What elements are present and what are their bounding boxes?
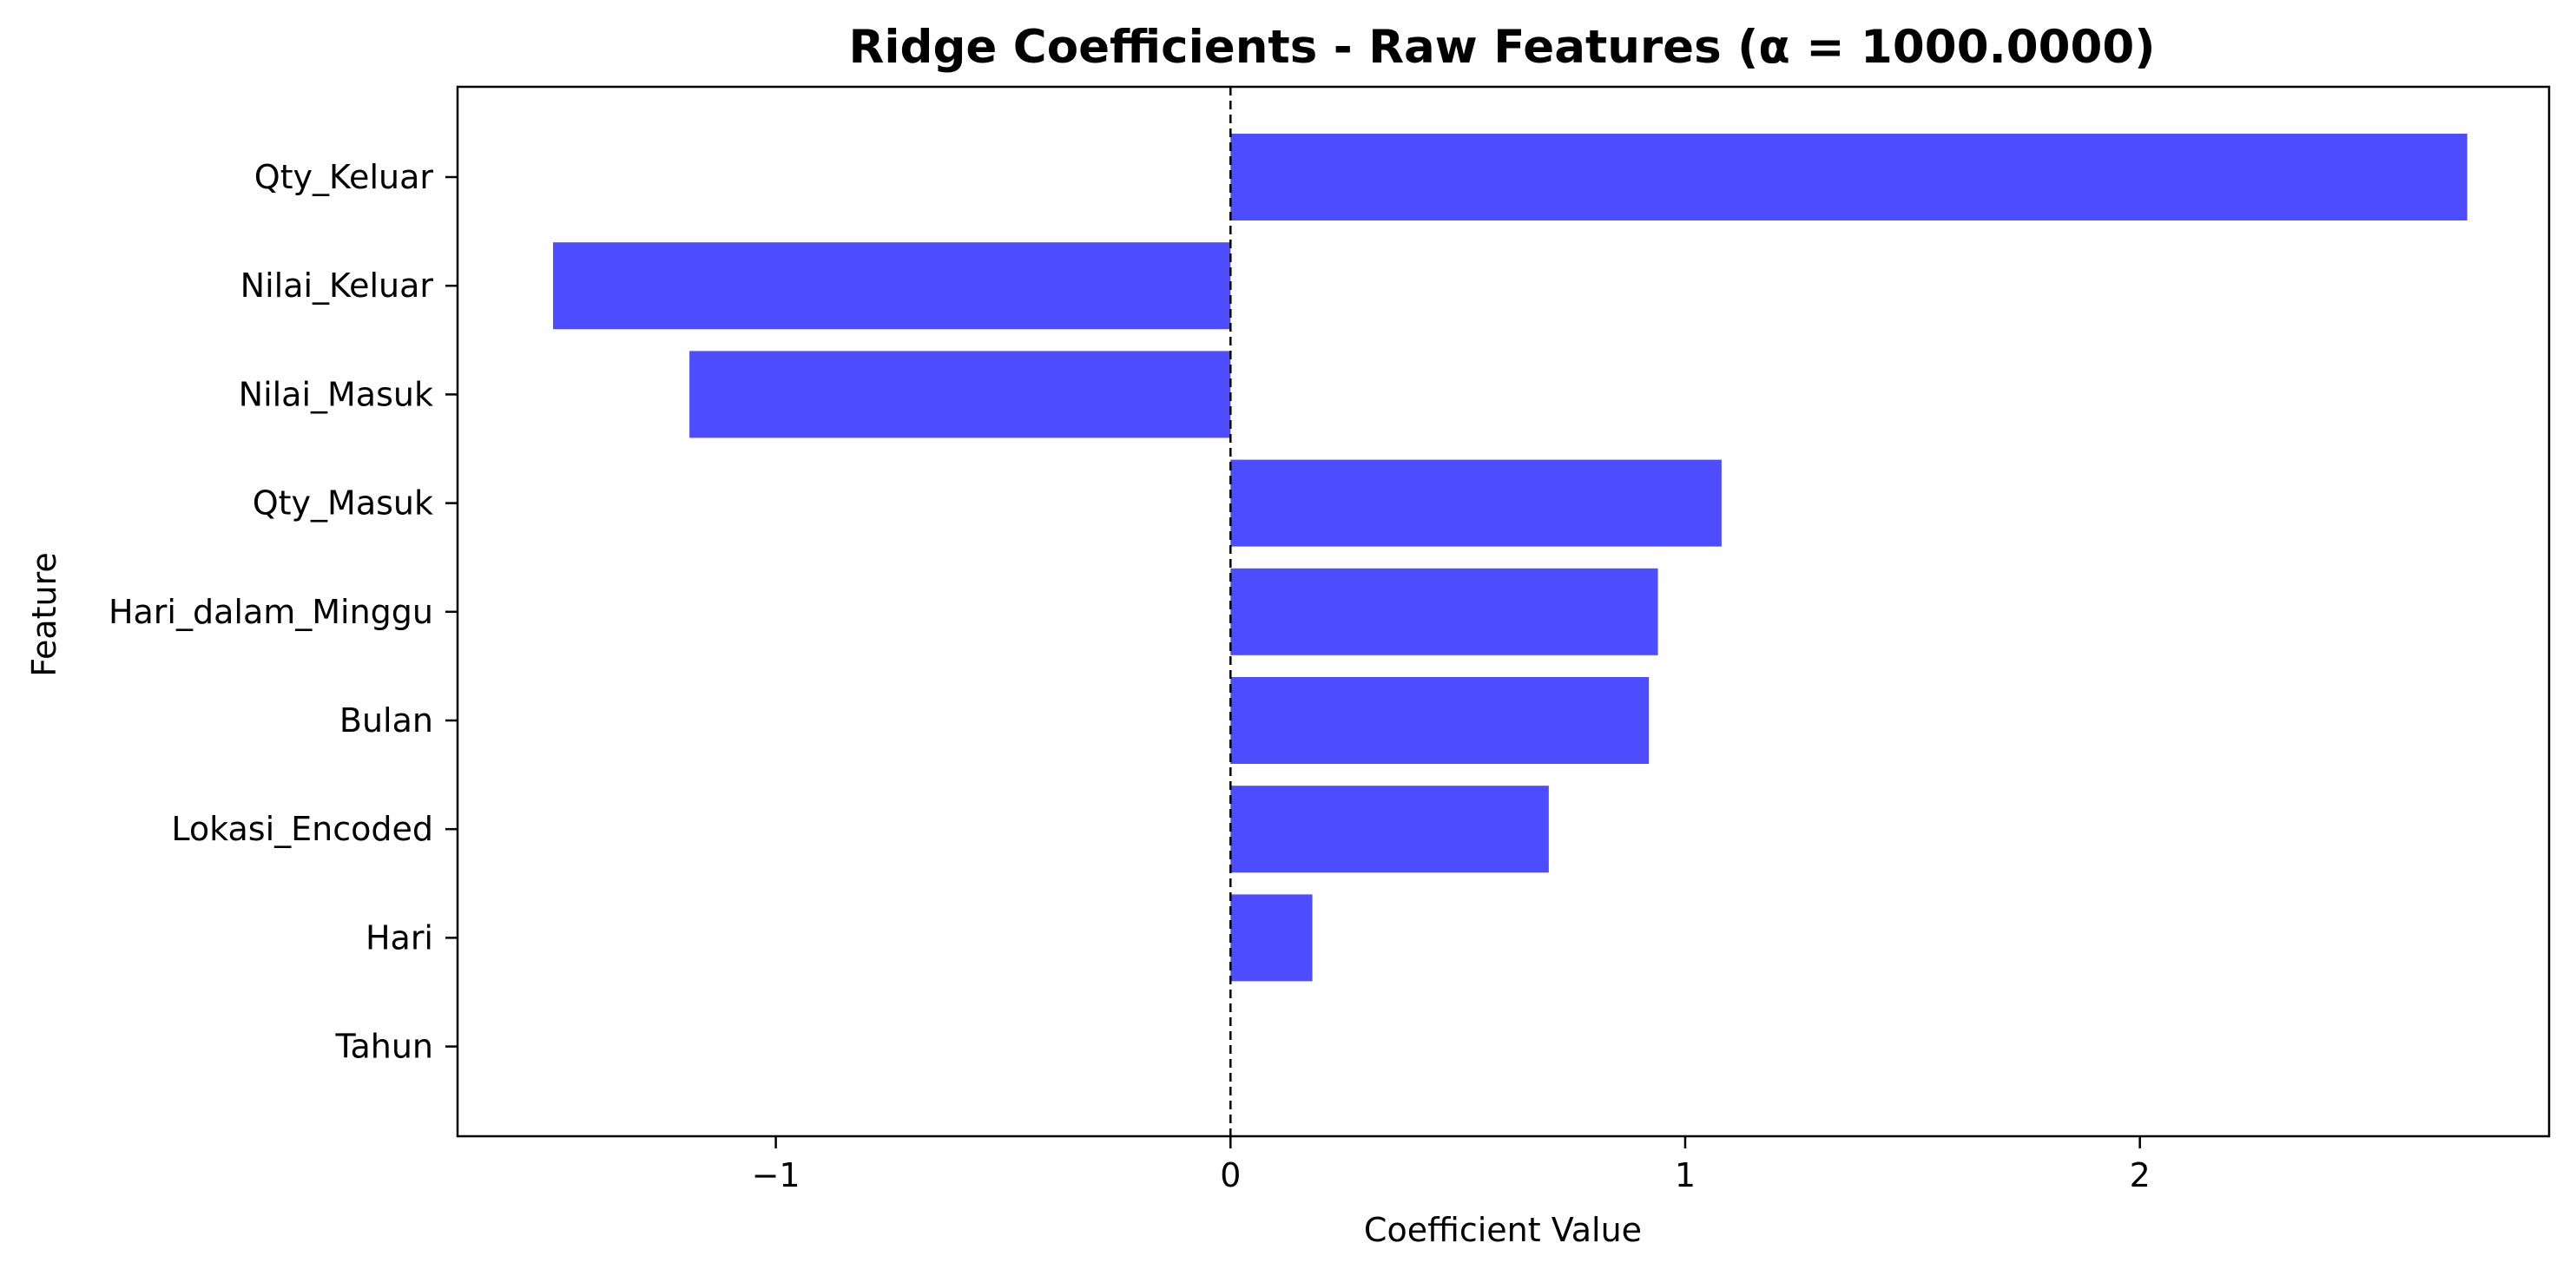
plot-area: Qty_Keluar Nilai_Keluar Nilai_Masuk Qty_Mas… bbox=[109, 85, 2551, 1194]
x-tick-label: 2 bbox=[2130, 1156, 2151, 1194]
y-tick-label: Qty_Masuk bbox=[253, 484, 433, 523]
bar bbox=[1230, 134, 2467, 220]
y-tick-label: Nilai_Masuk bbox=[239, 375, 433, 413]
y-tick-label: Tahun bbox=[335, 1028, 433, 1066]
x-tick-label: 0 bbox=[1220, 1156, 1241, 1194]
bar bbox=[1230, 786, 1549, 873]
y-tick-label: Bulan bbox=[339, 701, 433, 740]
bar bbox=[552, 242, 1231, 330]
bar bbox=[689, 351, 1231, 438]
bar bbox=[1230, 568, 1658, 655]
bar bbox=[1230, 459, 1722, 547]
y-tick-label: Hari_dalam_Minggu bbox=[109, 593, 433, 631]
y-tick-label: Nilai_Keluar bbox=[240, 266, 434, 305]
y-tick-label: Lokasi_Encoded bbox=[171, 810, 433, 848]
x-tick-label: 1 bbox=[1675, 1156, 1696, 1194]
x-axis-label: Coefficient Value bbox=[1364, 1211, 1642, 1249]
x-tick-label: −1 bbox=[752, 1156, 800, 1194]
y-tick-label: Hari bbox=[366, 918, 433, 957]
y-axis-label: Feature bbox=[25, 552, 63, 677]
chart-title: Ridge Coefficients - Raw Features (α = 1… bbox=[849, 21, 2156, 74]
bar bbox=[1230, 894, 1313, 982]
bar bbox=[1230, 677, 1650, 764]
y-tick-label: Qty_Keluar bbox=[254, 158, 434, 196]
